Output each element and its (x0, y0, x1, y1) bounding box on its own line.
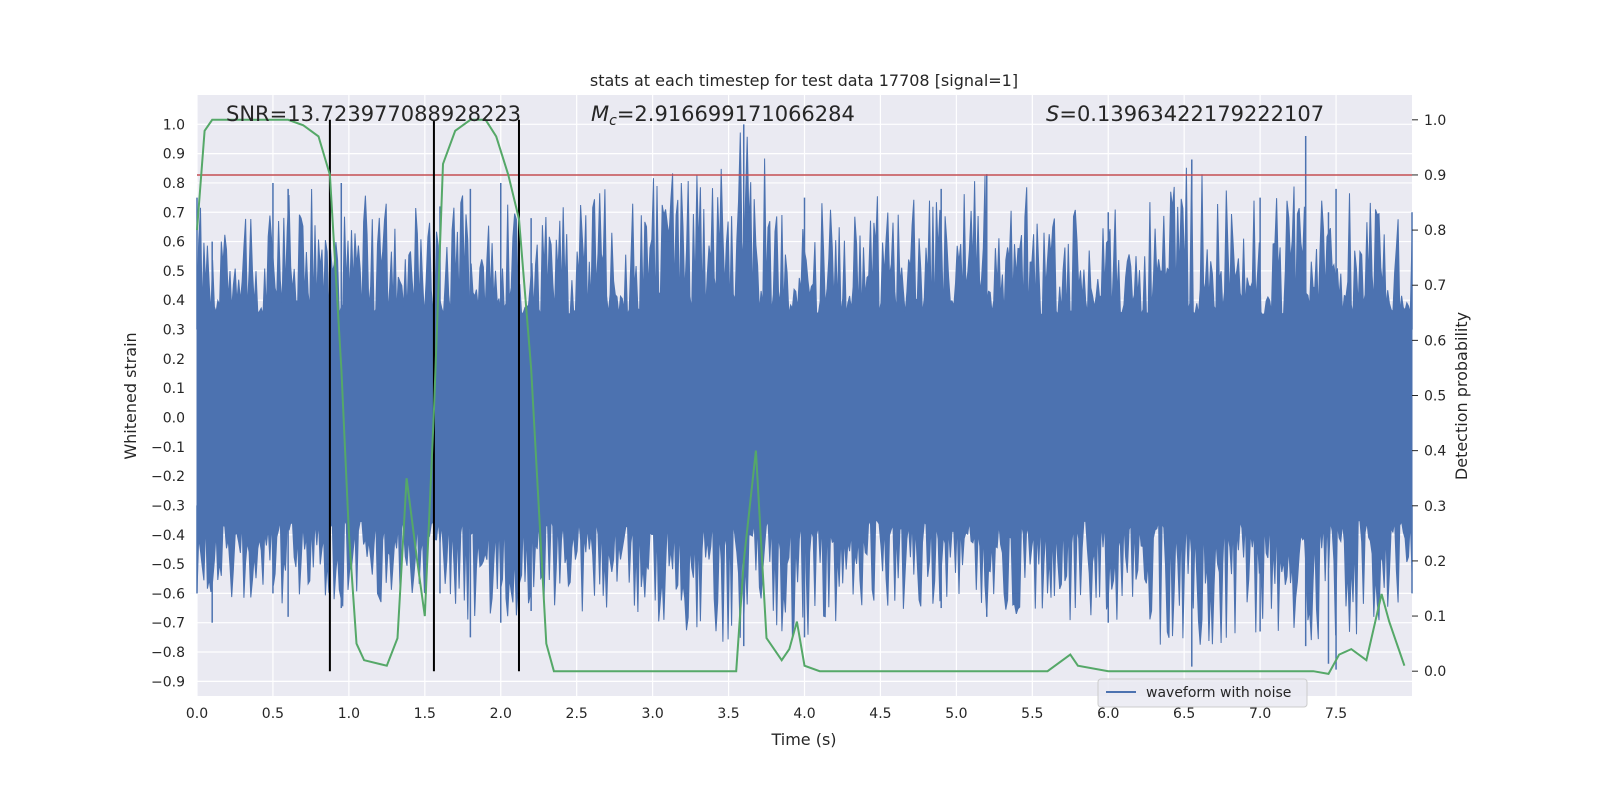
y-tick-label: 0.7 (163, 205, 185, 221)
y-tick-label: −0.1 (151, 440, 185, 456)
y-tick-label: −0.9 (151, 674, 185, 690)
y2-tick-label: 0.1 (1424, 609, 1446, 625)
y2-tick-label: 0.4 (1424, 444, 1446, 460)
mc-value: =2.916699171066284 (617, 102, 855, 126)
legend-label: waveform with noise (1146, 685, 1291, 701)
y-tick-label: 0.4 (163, 293, 185, 309)
x-tick-label: 0.0 (186, 706, 208, 722)
s-symbol: S (1046, 102, 1059, 126)
x-tick-label: 3.0 (641, 706, 663, 722)
x-tick-label: 4.5 (869, 706, 891, 722)
mc-annotation: Mc=2.916699171066284 (591, 102, 855, 129)
y-tick-label: −0.3 (151, 498, 185, 514)
y-tick-label: −0.6 (151, 586, 185, 602)
y-tick-label: 0.5 (163, 264, 185, 280)
y-tick-label: 1.0 (163, 117, 185, 133)
x-axis-label: Time (s) (770, 730, 836, 749)
y2-tick-label: 0.2 (1424, 554, 1446, 570)
mc-symbol: M (591, 102, 609, 126)
legend-box (1097, 678, 1308, 708)
y-tick-label: 0.8 (163, 176, 185, 192)
y-tick-label: 0.0 (163, 410, 185, 426)
x-tick-label: 6.0 (1097, 706, 1119, 722)
chart-title: stats at each timestep for test data 177… (590, 71, 1018, 90)
x-tick-label: 0.5 (262, 706, 284, 722)
y-tick-label: 0.3 (163, 323, 185, 339)
y2-axis-label: Detection probability (1452, 312, 1471, 480)
axis-ticks: 0.0 0.5 1.0 1.5 2.0 2.5 3.0 3.5 4.0 4.5 5.0 5.5 6.0 6… (151, 113, 1446, 722)
legend: waveform with noise (1097, 678, 1308, 708)
y2-tick-label: 1.0 (1424, 113, 1446, 129)
snr-annotation: SNR=13.723977088928223 (226, 102, 521, 126)
y-tick-label: 0.9 (163, 147, 185, 163)
y2-tick-label: 0.8 (1424, 223, 1446, 239)
y-tick-label: −0.5 (151, 557, 185, 573)
y-tick-label: 0.6 (163, 235, 185, 251)
s-annotation: S=0.13963422179222107 (1046, 102, 1324, 126)
x-tick-label: 7.5 (1325, 706, 1347, 722)
y2-tick-label: 0.9 (1424, 168, 1446, 184)
y2-tick-label: 0.7 (1424, 278, 1446, 294)
x-tick-label: 7.0 (1249, 706, 1271, 722)
y-tick-label: −0.7 (151, 616, 185, 632)
x-tick-label: 3.5 (717, 706, 739, 722)
y-axis-label: Whitened strain (121, 332, 140, 459)
waveform-series (196, 124, 1413, 670)
x-tick-label: 5.0 (945, 706, 967, 722)
y-tick-label: 0.1 (163, 381, 185, 397)
y-tick-label: −0.2 (151, 469, 185, 485)
probability-series (196, 118, 1406, 676)
y2-tick-label: 0.6 (1424, 333, 1446, 349)
x-tick-label: 5.5 (1021, 706, 1043, 722)
probability-line (196, 118, 1406, 676)
s-value: =0.13963422179222107 (1059, 102, 1324, 126)
y2-tick-label: 0.3 (1424, 499, 1446, 515)
x-tick-label: 6.5 (1173, 706, 1195, 722)
x-tick-label: 4.0 (793, 706, 815, 722)
x-tick-label: 2.0 (490, 706, 512, 722)
y-tick-label: −0.4 (151, 528, 185, 544)
x-tick-label: 2.5 (566, 706, 588, 722)
y-tick-label: −0.8 (151, 645, 185, 661)
mc-subscript: c (609, 113, 617, 129)
x-tick-label: 1.5 (414, 706, 436, 722)
y2-tick-label: 0.5 (1424, 389, 1446, 405)
y-tick-label: 0.2 (163, 352, 185, 368)
y2-tick-label: 0.0 (1424, 664, 1446, 680)
x-tick-label: 1.0 (338, 706, 360, 722)
